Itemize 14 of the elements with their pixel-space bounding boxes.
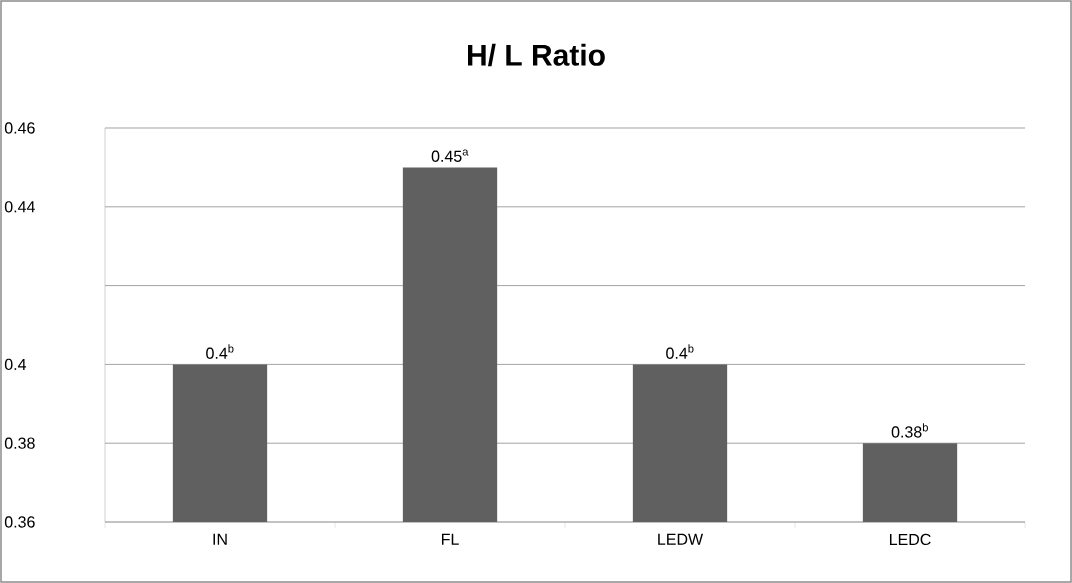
y-tick-label: 0.4 [4,358,27,371]
x-tick-label: LEDC [889,533,931,546]
data-label: 0.45$^{a}$ [431,149,469,162]
y-tick-label: 0.38 [4,437,35,449]
data-label: 0.38$^{b}$ [891,423,928,438]
x-tick-label: FL [441,533,459,545]
y-tick-label: 0.46 [4,122,35,134]
y-tick-label: 0.44 [4,201,35,213]
y-tick-label: 0.36 [4,516,35,528]
data-label: 0.4$^{b}$ [666,344,694,359]
x-tick-label: LEDW [658,533,704,545]
x-tick-label: IN [213,533,227,545]
data-label: 0.4$^{b}$ [206,344,234,359]
chart-title: H/ L Ratio [468,43,605,67]
